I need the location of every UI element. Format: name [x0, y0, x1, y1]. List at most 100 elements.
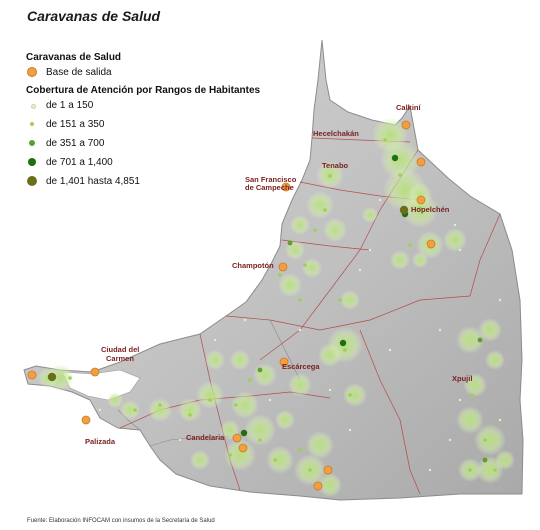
- locality-dot-22: [493, 468, 497, 472]
- base-marker-3: [416, 195, 426, 205]
- locality-dot-31: [188, 413, 192, 417]
- locality-dot-37: [303, 263, 307, 267]
- coverage-area-19: [230, 350, 250, 370]
- coverage-area-6: [443, 228, 467, 252]
- coverage-area-31: [456, 326, 484, 354]
- bases-de-salida: [27, 120, 436, 491]
- locality-dot-20: [470, 393, 474, 397]
- coverage-area-47: [275, 410, 295, 430]
- legend-heading-caravanas: Caravanas de Salud: [26, 52, 122, 63]
- base-marker-13: [323, 465, 333, 475]
- base-marker-4: [426, 239, 436, 249]
- label-carmen-2: Carmen: [106, 354, 134, 363]
- locality-dot-14: [298, 298, 302, 302]
- coverage-area-17: [288, 373, 312, 397]
- coverage-area-34: [463, 373, 487, 397]
- coverage-area-35: [456, 406, 484, 434]
- legend-label-range-1: de 1 a 150: [46, 100, 94, 111]
- label-hopelchen: Hopelchén: [411, 205, 450, 214]
- base-marker-7: [27, 370, 37, 380]
- locality-dot-35: [343, 348, 347, 352]
- locality-dot-21: [483, 438, 487, 442]
- locality-dot-45: [358, 268, 362, 272]
- coverage-areas: [38, 117, 515, 497]
- legend-item-base: Base de salida: [26, 66, 286, 85]
- legend-heading-cobertura: Cobertura de Atención por Rangos de Habi…: [26, 85, 261, 96]
- legend-item-range-5: de 1,401 hasta 4,851: [26, 175, 286, 194]
- coverage-area-16: [318, 343, 342, 367]
- locality-dot-24: [482, 457, 488, 463]
- locality-dot-43: [378, 198, 382, 202]
- locality-dot-26: [298, 448, 302, 452]
- locality-dot-47: [388, 348, 392, 352]
- locality-dot-60: [458, 398, 462, 402]
- locality-dot-11: [408, 243, 412, 247]
- locality-dot-44: [368, 248, 372, 252]
- locality-dot-1: [391, 154, 399, 162]
- coverage-area-29: [318, 473, 342, 497]
- coverage-area-36: [474, 424, 506, 456]
- locality-dot-41: [458, 248, 462, 252]
- locality-dot-23: [468, 468, 472, 472]
- coverage-area-32: [478, 318, 502, 342]
- source-note: Fuente: Elaboración INFOCAM con insumos …: [27, 518, 215, 524]
- legend: Caravanas de Salud Base de salida Cobert…: [26, 52, 286, 194]
- base-marker-14: [313, 481, 323, 491]
- locality-dot-25: [308, 468, 312, 472]
- label-carmen-1: Ciudad del: [101, 345, 139, 354]
- coverage-area-23: [231, 391, 259, 419]
- locality-dot-10: [323, 208, 327, 212]
- legend-label-range-5: de 1,401 hasta 4,851: [46, 176, 140, 187]
- coverage-area-12: [302, 258, 322, 278]
- coverage-area-8: [306, 191, 334, 219]
- coverage-area-41: [120, 400, 140, 420]
- label-campeche-1: San Francisco: [245, 175, 297, 184]
- locality-dot-55: [213, 338, 217, 342]
- locality-dot-30: [208, 398, 212, 402]
- coverage-area-21: [196, 381, 224, 409]
- locality-dot-58: [348, 428, 352, 432]
- locality-dot-19: [477, 337, 483, 343]
- legend-item-range-3: de 351 a 700: [26, 137, 286, 156]
- locality-dot-4: [339, 339, 347, 347]
- label-hecelchakan: Hecelchakán: [313, 129, 359, 138]
- locality-dot-42: [453, 223, 457, 227]
- coverage-area-25: [224, 439, 256, 471]
- locality-dot-9: [328, 174, 332, 178]
- locality-dot-12: [398, 173, 402, 177]
- locality-dot-46: [328, 388, 332, 392]
- locality-dot-18: [348, 393, 352, 397]
- locality-dot-5: [287, 240, 293, 246]
- locality-dot-50: [498, 418, 502, 422]
- coverage-area-45: [190, 450, 210, 470]
- base-marker-9: [279, 357, 289, 367]
- base-marker-8: [90, 367, 100, 377]
- locality-dot-56: [243, 318, 247, 322]
- label-calkini: Calkiní: [396, 103, 422, 112]
- base-marker-1: [401, 120, 411, 130]
- base-marker-10: [81, 415, 91, 425]
- locality-dot-28: [258, 438, 262, 442]
- city-labels: Calkiní Hecelchakán Tenabo San Francisco…: [85, 103, 472, 446]
- locality-dot-53: [178, 438, 182, 442]
- coverage-area-40: [148, 398, 172, 422]
- locality-dot-17: [248, 378, 252, 382]
- locality-dot-29: [228, 453, 232, 457]
- locality-dot-13: [383, 138, 387, 142]
- locality-dot-51: [448, 438, 452, 442]
- locality-dot-33: [133, 408, 137, 412]
- base-marker-12: [238, 443, 248, 453]
- coverage-area-13: [278, 273, 302, 297]
- locality-dot-36: [338, 298, 342, 302]
- locality-dot-34: [68, 376, 72, 380]
- locality-dot-32: [158, 403, 162, 407]
- locality-dot-6: [47, 372, 57, 382]
- coverage-area-9: [323, 218, 347, 242]
- locality-dot-8: [234, 403, 238, 407]
- locality-dot-52: [268, 398, 272, 402]
- base-marker-2: [416, 157, 426, 167]
- label-tenabo: Tenabo: [322, 161, 349, 170]
- base-marker-5: [281, 182, 291, 192]
- legend-label-range-3: de 351 a 700: [46, 138, 105, 149]
